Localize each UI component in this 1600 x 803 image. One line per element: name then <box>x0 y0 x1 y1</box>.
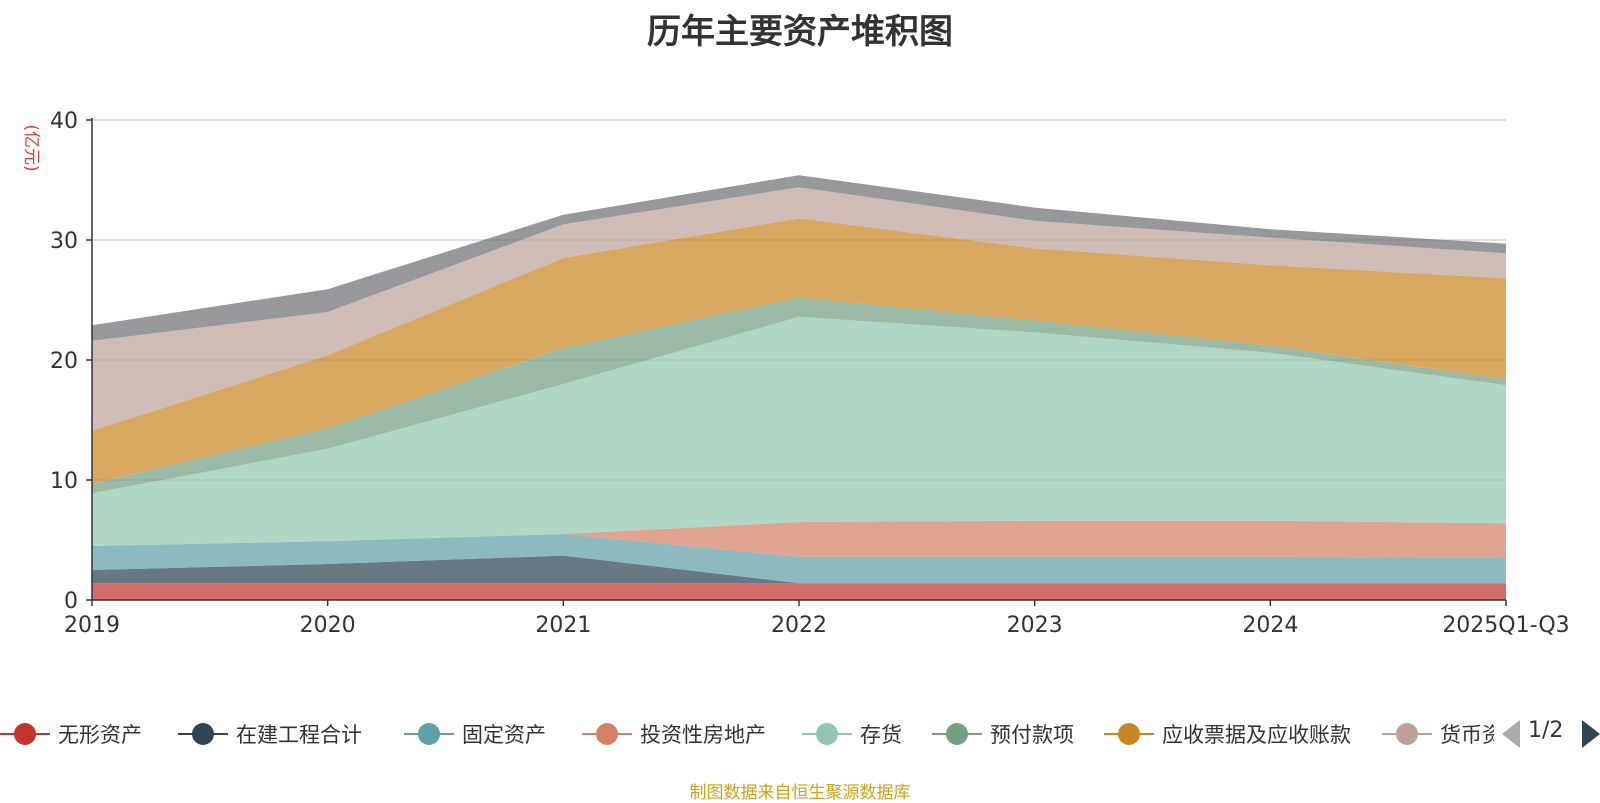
legend-item[interactable]: 无形资产 <box>0 712 142 756</box>
chart-title: 历年主要资产堆积图 <box>647 12 953 52</box>
legend-dot-icon <box>1118 723 1140 745</box>
legend-item[interactable]: 投资性房地产 <box>582 712 766 756</box>
legend-item[interactable]: 存货 <box>802 712 902 756</box>
legend-item[interactable]: 货币资金 <box>1382 712 1494 756</box>
x-tick-label: 2021 <box>535 613 591 638</box>
area-series-1 <box>92 583 1506 600</box>
y-tick-label: 20 <box>50 349 78 374</box>
area-series-2 <box>92 555 1506 584</box>
legend-label: 存货 <box>860 723 902 747</box>
x-tick-label: 2019 <box>64 613 120 638</box>
area-series-4 <box>92 520 1506 558</box>
area-series-7 <box>92 218 1506 484</box>
legend-marker-icon <box>178 712 228 756</box>
area-series-5 <box>92 316 1506 546</box>
x-tick-label: 2023 <box>1007 613 1063 638</box>
y-tick-label: 30 <box>50 229 78 254</box>
legend: 无形资产在建工程合计固定资产投资性房地产存货预付款项应收票据及应收账款货币资金 … <box>0 712 1600 756</box>
legend-dot-icon <box>946 723 968 745</box>
legend-dot-icon <box>192 723 214 745</box>
legend-item[interactable]: 在建工程合计 <box>178 712 362 756</box>
x-tick-label: 2024 <box>1242 613 1298 638</box>
legend-marker-icon <box>1104 712 1154 756</box>
y-tick-label: 40 <box>50 109 78 134</box>
legend-marker-icon <box>582 712 632 756</box>
legend-label: 预付款项 <box>990 723 1074 747</box>
legend-page-indicator: 1/2 <box>1528 718 1564 743</box>
y-tick-label: 10 <box>50 469 78 494</box>
legend-item[interactable]: 预付款项 <box>932 712 1074 756</box>
legend-marker-icon <box>932 712 982 756</box>
area-chart: 0 10 20 30 40 2019 2020 2021 2022 2023 2024 2025Q1-… <box>21 109 1570 638</box>
legend-marker-icon <box>1382 712 1432 756</box>
legend-marker-icon <box>802 712 852 756</box>
legend-dot-icon <box>14 723 36 745</box>
legend-next-icon[interactable] <box>1582 720 1600 748</box>
legend-marker-icon <box>404 712 454 756</box>
legend-dot-icon <box>816 723 838 745</box>
legend-label: 固定资产 <box>462 723 546 747</box>
legend-items: 无形资产 在建工程合计 固定资产 投资性房地产 存货 预付款项 应收票据及应收账款 货币资金 <box>0 712 1494 756</box>
y-tick-label: 0 <box>64 589 78 614</box>
legend-label: 货币资金 <box>1440 723 1494 747</box>
legend-label: 在建工程合计 <box>236 723 362 747</box>
legend-item[interactable]: 应收票据及应收账款 <box>1104 712 1351 756</box>
x-tick-label: 2022 <box>771 613 827 638</box>
x-tick-label: 2020 <box>300 613 356 638</box>
legend-label: 投资性房地产 <box>640 723 766 747</box>
legend-pager: 1/2 <box>1502 712 1600 756</box>
legend-dot-icon <box>596 723 618 745</box>
legend-prev-icon[interactable] <box>1502 720 1520 748</box>
area-layer <box>92 175 1506 600</box>
legend-dot-icon <box>418 723 440 745</box>
legend-item[interactable]: 固定资产 <box>404 712 546 756</box>
data-source-note: 制图数据来自恒生聚源数据库 <box>689 783 911 803</box>
area-series-3 <box>92 534 1506 584</box>
legend-label: 无形资产 <box>58 723 142 747</box>
legend-marker-icon <box>0 712 50 756</box>
y-axis-label: (亿元) <box>21 124 41 171</box>
legend-label: 应收票据及应收账款 <box>1162 723 1351 747</box>
x-tick-label: 2025Q1-Q3 <box>1442 613 1569 638</box>
legend-dot-icon <box>1396 723 1418 745</box>
area-series-8 <box>92 187 1506 431</box>
axis-layer: 0 10 20 30 40 2019 2020 2021 2022 2023 2024 2025Q1-… <box>21 109 1570 638</box>
